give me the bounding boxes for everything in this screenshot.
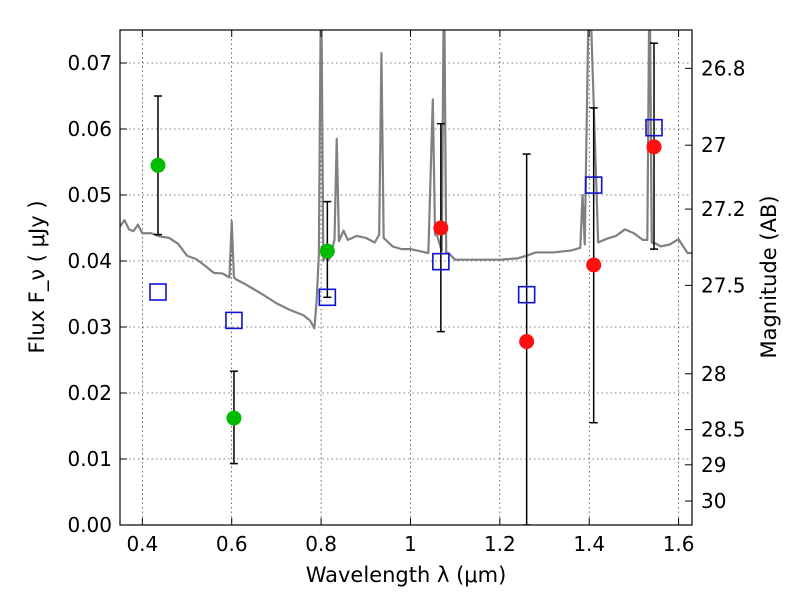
data-point [433,220,449,236]
model-point [149,283,167,301]
y-tick-label: 0.02 [67,381,112,405]
data-point [586,257,602,273]
x-tick-label: 1.6 [663,532,695,556]
model-point [432,252,450,271]
mag-tick-label: 30 [701,489,726,513]
model-point [517,285,536,304]
y-tick-label: 0.00 [67,513,112,537]
y-tick-label: 0.01 [67,447,112,471]
x-axis-label: Wavelength λ (μm) [306,563,507,587]
y-tick-label: 0.03 [67,315,112,339]
y-axis-label: Flux F_ν ( μJy ) [25,200,50,353]
model-point [645,118,663,137]
y-tick-label: 0.04 [67,249,112,273]
y-tick-label: 0.06 [67,117,112,141]
model-point [584,176,603,194]
mag-tick-label: 29 [701,453,726,477]
plot-area [120,30,692,525]
mag-tick-label: 27.2 [701,197,746,221]
x-tick-label: 0.6 [216,532,248,556]
data-point [150,157,166,173]
x-tick-label: 1.4 [573,532,605,556]
model-point [318,288,337,307]
x-tick-label: 1.2 [484,532,516,556]
spectrum-line [120,30,692,330]
tick-marks [120,30,692,526]
mag-tick-label: 26.8 [701,56,746,80]
x-tick-label: 1 [404,532,417,556]
data-point [319,243,335,259]
grid-lines [120,30,692,526]
mag-tick-label: 27 [701,133,726,157]
mag-tick-label: 28 [701,362,726,386]
data-point [519,334,535,350]
plot-frame [119,29,693,526]
x-tick-label: 0.4 [126,532,158,556]
x-tick-label: 0.8 [305,532,337,556]
tick-labels: 0.4 0.6 0.8 1 1.2 1.4 1.6 0.00 0.01 0.02 0.03 0.04 0… [67,51,745,556]
y-tick-label: 0.07 [67,51,112,75]
y-tick-label: 0.05 [67,183,112,207]
model-point [225,311,243,330]
y-axis-right-label: Magnitude (AB) [757,195,781,358]
mag-tick-label: 27.5 [701,273,746,297]
data-point [646,139,662,155]
mag-tick-label: 28.5 [701,418,746,442]
data-point [226,410,242,426]
